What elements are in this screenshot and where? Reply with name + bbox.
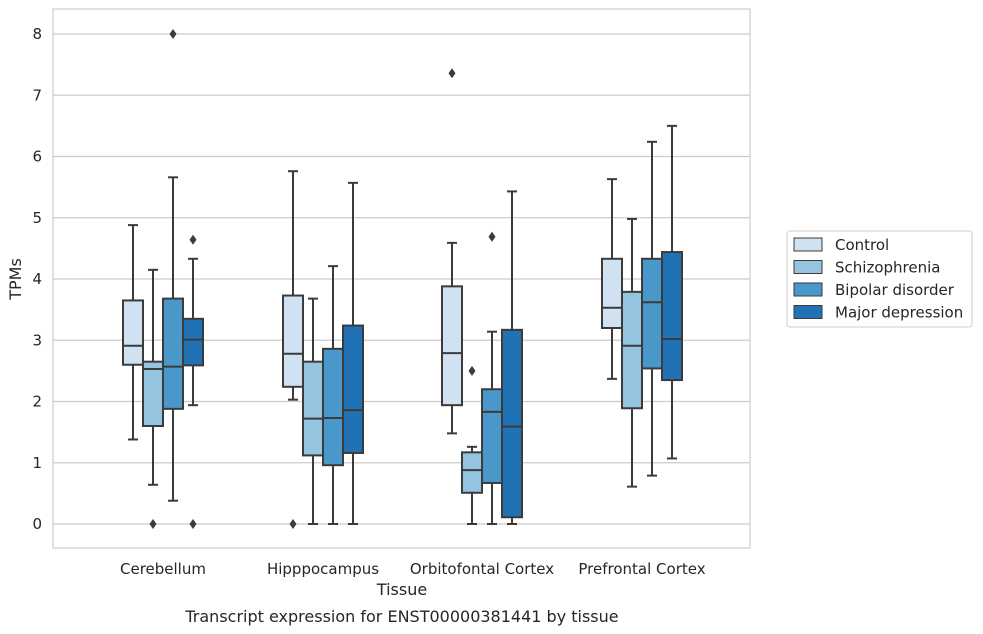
outlier-point (488, 231, 496, 242)
box-iqr (302, 360, 324, 457)
x-tick-label: Cerebellum (120, 560, 206, 578)
box-iqr (441, 285, 463, 407)
box-iqr (142, 360, 164, 427)
box-3-3 (661, 124, 683, 460)
legend: Control Schizophrenia Bipolar disorder Majo… (786, 230, 973, 328)
box-0-0 (122, 224, 144, 441)
outlier-point (189, 234, 197, 245)
box-2-3 (501, 190, 523, 525)
y-tick-label: 1 (32, 454, 42, 472)
legend-entry: Schizophrenia (835, 259, 940, 277)
legend-frame (786, 230, 973, 328)
box-iqr (162, 297, 184, 410)
box-iqr (122, 299, 144, 366)
box-iqr (481, 388, 503, 484)
outlier-point (149, 519, 157, 529)
outlier-point (289, 519, 297, 529)
box-3-0 (601, 178, 623, 380)
y-tick-label: 5 (32, 209, 42, 227)
box-0-2 (162, 29, 184, 502)
y-tick-label: 3 (32, 331, 42, 349)
box-iqr (322, 347, 344, 467)
box-iqr (661, 251, 683, 382)
box-3-1 (621, 217, 643, 488)
box-2-2 (481, 231, 503, 525)
box-2-1 (461, 365, 483, 525)
boxes (122, 29, 683, 529)
y-tick-label: 8 (32, 25, 42, 43)
legend-swatch (793, 282, 823, 297)
legend-entry: Major depression (835, 304, 963, 322)
x-axis-label: Tissue (376, 580, 427, 599)
box-iqr (501, 328, 523, 519)
y-axis-label: TPMs (6, 258, 25, 301)
y-tick-label: 2 (32, 393, 42, 411)
outlier-point (189, 519, 197, 529)
box-iqr (282, 294, 304, 388)
outlier-point (169, 29, 177, 39)
box-1-1 (302, 297, 324, 525)
outlier-point (468, 365, 476, 376)
legend-swatch (793, 260, 823, 274)
box-1-0 (282, 170, 304, 529)
box-0-1 (142, 268, 164, 529)
legend-entry: Bipolar disorder (835, 281, 955, 299)
box-iqr (601, 257, 623, 330)
box-iqr (641, 257, 663, 370)
box-0-3 (182, 234, 204, 529)
x-tick-label: Hipppocampus (267, 560, 379, 578)
outlier-point (448, 68, 456, 79)
y-tick-label: 0 (32, 515, 42, 533)
x-tick-label: Orbitofontal Cortex (410, 560, 554, 578)
y-tick-label: 7 (32, 86, 42, 104)
y-tick-label: 4 (32, 270, 42, 288)
x-tick-labels: Cerebellum Hipppocampus Orbitofontal Corte… (120, 560, 706, 578)
box-iqr (342, 324, 364, 454)
box-iqr (461, 451, 483, 494)
legend-swatch (793, 237, 823, 252)
box-1-2 (322, 265, 344, 525)
box-1-3 (342, 181, 364, 525)
legend-entry: Control (835, 236, 889, 254)
plot-frame (52, 8, 751, 549)
legend-swatch (793, 305, 823, 319)
y-tick-labels: 0 1 2 3 4 5 6 7 8 (32, 25, 42, 533)
y-tick-label: 6 (32, 148, 42, 166)
box-iqr (621, 290, 643, 410)
chart-caption: Transcript expression for ENST0000038144… (184, 607, 618, 626)
x-tick-label: Prefrontal Cortex (578, 560, 705, 578)
box-3-2 (641, 140, 663, 477)
box-2-0 (441, 68, 463, 435)
box-iqr (182, 317, 204, 367)
